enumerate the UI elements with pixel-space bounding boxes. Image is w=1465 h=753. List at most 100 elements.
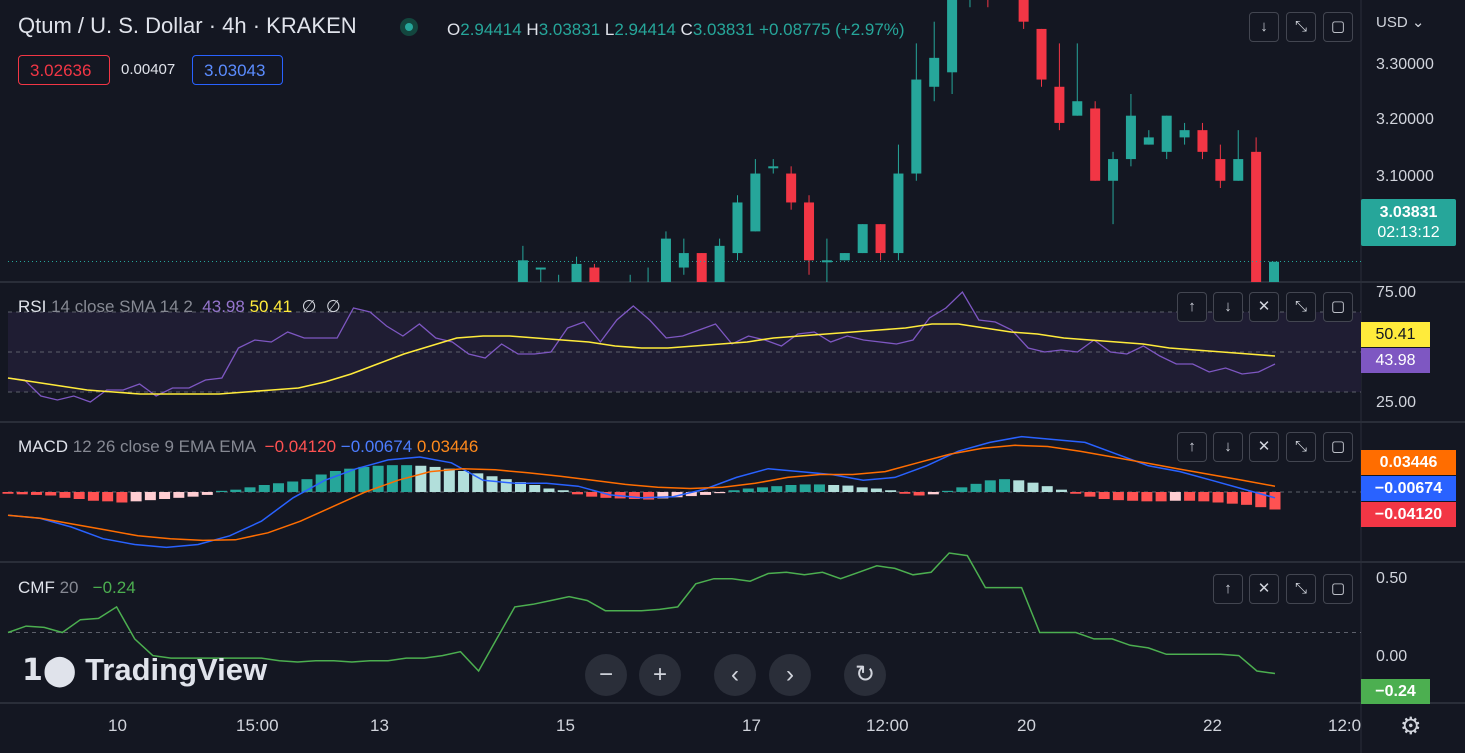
candle-body <box>1179 130 1190 138</box>
move-down-button[interactable]: ↓ <box>1249 12 1279 42</box>
rsi-ma-line <box>7 323 1276 395</box>
macd-histogram-bar <box>1212 492 1224 503</box>
tradingview-logo[interactable]: 𝟭⬤ TradingView <box>22 652 267 688</box>
chevron-left-icon: ‹ <box>731 661 739 688</box>
macd-line-tag: −0.00674 <box>1361 476 1456 501</box>
plus-icon: + <box>652 661 667 688</box>
candle-body <box>1161 115 1172 152</box>
zoom-in-button[interactable]: + <box>639 654 681 696</box>
macd-histogram-bar <box>301 479 313 492</box>
macd-histogram-bar <box>728 490 740 492</box>
cmf-tick: 0.50 <box>1376 570 1408 587</box>
macd-signal-tag: 0.03446 <box>1361 450 1456 475</box>
macd-histogram-bar <box>16 492 28 495</box>
scroll-right-button[interactable]: › <box>769 654 811 696</box>
cmf-collapse-button[interactable]: ⤡ <box>1286 574 1316 604</box>
macd-histogram-bar <box>1169 492 1181 501</box>
macd-histogram-bar <box>586 492 598 497</box>
candle-body <box>947 0 958 73</box>
rsi-move-down-button[interactable]: ↓ <box>1213 292 1243 322</box>
macd-histogram-bar <box>87 492 99 501</box>
rsi-remove-button[interactable]: ✕ <box>1249 292 1279 322</box>
macd-histogram-bar <box>386 465 398 492</box>
candle-body <box>1251 151 1262 282</box>
high-label: H <box>526 20 539 39</box>
rsi-na-1: ∅ <box>301 297 317 316</box>
macd-histogram-bar <box>842 485 854 492</box>
candle-body <box>1108 159 1119 181</box>
cmf-tick: 0.00 <box>1376 648 1408 665</box>
macd-histogram-bar <box>315 474 327 492</box>
rsi-maximize-button[interactable]: ▢ <box>1323 292 1353 322</box>
macd-histogram-bar <box>429 466 441 492</box>
macd-remove-button[interactable]: ✕ <box>1249 432 1279 462</box>
macd-hist-value: −0.04120 <box>264 437 337 456</box>
cmf-tag: −0.24 <box>1361 679 1430 704</box>
macd-maximize-button[interactable]: ▢ <box>1323 432 1353 462</box>
candle-body <box>1072 101 1083 116</box>
candle-body <box>875 224 886 254</box>
cmf-remove-button[interactable]: ✕ <box>1249 574 1279 604</box>
candle-body <box>911 79 922 174</box>
rsi-legend[interactable]: RSI 14 close SMA 14 2 43.98 50.41 ∅ ∅ <box>18 297 341 317</box>
macd-legend[interactable]: MACD 12 26 close 9 EMA EMA −0.04120 −0.0… <box>18 437 478 457</box>
market-open-indicator <box>400 18 418 36</box>
chevron-right-icon: › <box>786 661 794 688</box>
rsi-collapse-button[interactable]: ⤡ <box>1286 292 1316 322</box>
rsi-move-up-button[interactable]: ↑ <box>1177 292 1207 322</box>
arrow-up-icon: ↑ <box>1188 438 1196 455</box>
macd-histogram-bar <box>102 492 114 502</box>
settings-gear-icon[interactable]: ⚙ <box>1400 713 1422 740</box>
rsi-pane[interactable] <box>7 290 1361 403</box>
macd-histogram-bar <box>799 484 811 492</box>
macd-histogram-bar <box>813 484 825 492</box>
rsi-ma-value: 50.41 <box>249 297 293 316</box>
macd-move-up-button[interactable]: ↑ <box>1177 432 1207 462</box>
macd-histogram-bar <box>1098 492 1110 499</box>
candle-body <box>660 238 671 282</box>
macd-histogram-bar <box>885 490 897 492</box>
candle-body <box>750 173 761 232</box>
price-pane[interactable] <box>8 0 1361 330</box>
macd-collapse-button[interactable]: ⤡ <box>1286 432 1316 462</box>
candle-body <box>714 245 725 282</box>
maximize-pane-button[interactable]: ▢ <box>1323 12 1353 42</box>
buy-price-button[interactable]: 3.03043 <box>192 55 283 85</box>
zoom-out-button[interactable]: − <box>585 654 627 696</box>
candle-body <box>696 253 707 282</box>
collapse-icon: ⤡ <box>1294 438 1307 455</box>
rsi-na-2: ∅ <box>325 297 341 316</box>
macd-name: MACD <box>18 437 69 456</box>
cmf-pane[interactable] <box>7 552 1361 675</box>
macd-histogram-bar <box>1226 492 1238 504</box>
cmf-move-up-button[interactable]: ↑ <box>1213 574 1243 604</box>
reset-chart-button[interactable]: ↻ <box>844 654 886 696</box>
macd-histogram-bar <box>856 487 868 492</box>
scroll-left-button[interactable]: ‹ <box>714 654 756 696</box>
candle-body <box>1125 115 1136 160</box>
cmf-maximize-button[interactable]: ▢ <box>1323 574 1353 604</box>
macd-histogram-bar <box>216 490 228 492</box>
cmf-legend[interactable]: CMF 20 −0.24 <box>18 578 136 598</box>
macd-move-down-button[interactable]: ↓ <box>1213 432 1243 462</box>
collapse-icon: ⤡ <box>1294 298 1307 315</box>
symbol-title[interactable]: Qtum / U. S. Dollar · 4h · KRAKEN <box>18 13 357 38</box>
macd-histogram-bar <box>287 481 299 492</box>
currency-selector[interactable]: USD ⌄ <box>1376 13 1424 31</box>
rsi-tick: 75.00 <box>1376 284 1417 301</box>
open-label: O <box>447 20 461 39</box>
macd-pane[interactable] <box>2 435 1362 549</box>
high-value: 3.03831 <box>538 20 601 39</box>
close-icon: ✕ <box>1257 298 1271 315</box>
candle-body <box>821 260 832 263</box>
sell-price-button[interactable]: 3.02636 <box>18 55 110 85</box>
candle-body <box>1143 137 1154 145</box>
last-price-tag: 3.03831 02:13:12 <box>1361 199 1456 246</box>
collapse-pane-button[interactable]: ⤡ <box>1286 12 1316 42</box>
rsi-name: RSI <box>18 297 47 316</box>
maximize-icon: ▢ <box>1330 438 1346 455</box>
macd-histogram-bar <box>144 492 156 501</box>
macd-histogram-bar <box>870 488 882 492</box>
candle-body <box>589 267 600 282</box>
